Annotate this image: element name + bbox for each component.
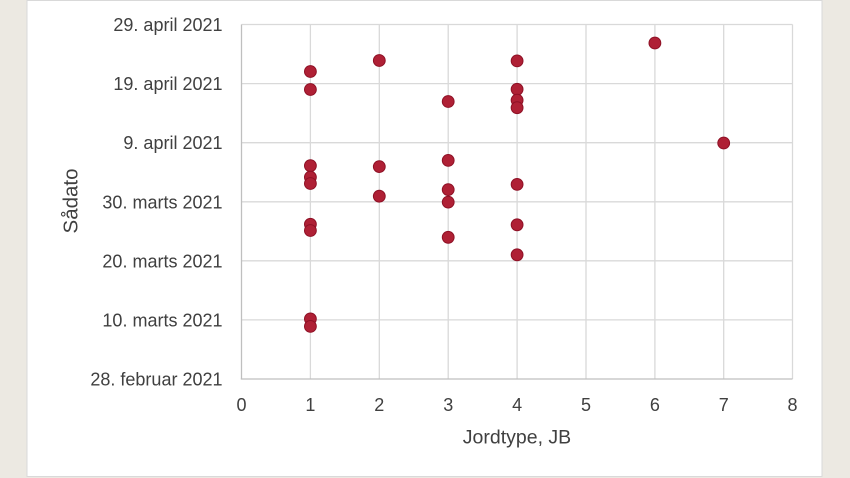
svg-text:20. marts 2021: 20. marts 2021 xyxy=(102,251,222,271)
svg-text:30. marts 2021: 30. marts 2021 xyxy=(102,192,222,212)
svg-text:5: 5 xyxy=(581,395,591,415)
svg-text:0: 0 xyxy=(236,395,246,415)
svg-text:Sådato: Sådato xyxy=(60,169,83,234)
svg-text:9. april 2021: 9. april 2021 xyxy=(123,133,222,153)
svg-text:Jordtype, JB: Jordtype, JB xyxy=(463,427,571,449)
svg-text:2: 2 xyxy=(374,395,384,415)
svg-text:19. april 2021: 19. april 2021 xyxy=(113,74,222,94)
svg-text:3: 3 xyxy=(443,395,453,415)
svg-text:8: 8 xyxy=(787,395,797,415)
svg-text:7: 7 xyxy=(719,395,729,415)
svg-text:4: 4 xyxy=(512,395,522,415)
svg-text:1: 1 xyxy=(305,395,315,415)
svg-text:29. april 2021: 29. april 2021 xyxy=(113,15,222,35)
svg-text:6: 6 xyxy=(650,395,660,415)
svg-text:10. marts 2021: 10. marts 2021 xyxy=(102,310,222,330)
svg-text:28. februar 2021: 28. februar 2021 xyxy=(90,370,222,390)
